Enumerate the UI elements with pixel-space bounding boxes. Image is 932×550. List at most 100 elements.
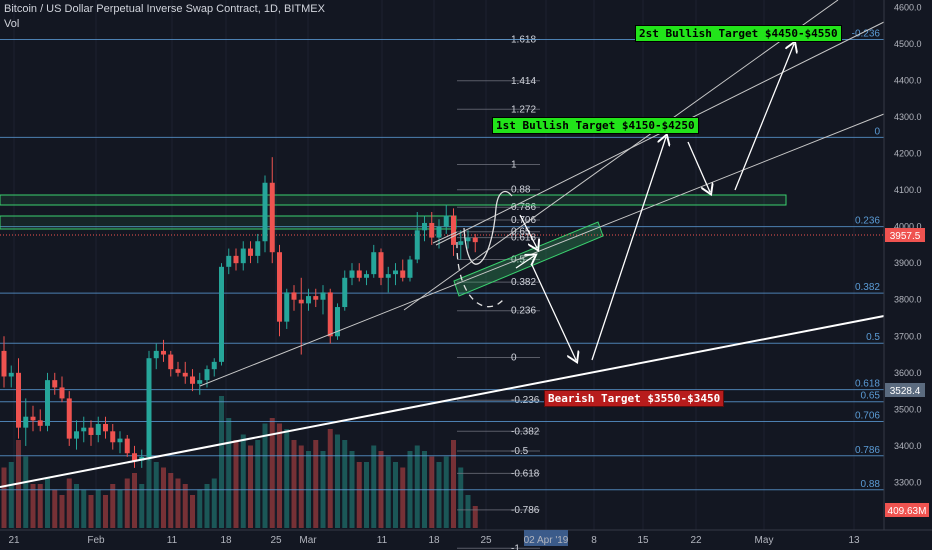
fib-mid-label: 0.382 (511, 277, 536, 288)
volume-bar (364, 462, 369, 528)
fib-level-label: -0.236 (852, 28, 881, 39)
volume-bar (74, 484, 79, 528)
x-tick-label: Feb (87, 535, 105, 546)
green-resistance-zone[interactable] (0, 194, 787, 206)
candle-body (110, 431, 116, 443)
candle-body (465, 237, 471, 242)
volume-bar (161, 467, 166, 528)
fib-mid-label: 0.786 (511, 202, 536, 213)
candle-body (298, 299, 304, 304)
candle-body (161, 350, 166, 355)
secondary-price-label: 3528.4 (885, 383, 925, 397)
candle-body (472, 237, 478, 243)
fib-mid-label: -0.618 (511, 468, 540, 479)
price-axis[interactable]: 3300.0 3400.0 3500.0 3600.0 3700.0 3800.0 3900… (894, 2, 922, 487)
wedge-line[interactable] (432, 231, 458, 244)
x-tick-label: 11 (377, 535, 388, 546)
volume-bar (313, 440, 319, 528)
green-support-zone[interactable] (0, 215, 457, 230)
volume-bar (139, 484, 145, 528)
x-tick-label: Mar (299, 535, 317, 546)
candle-body (414, 230, 420, 260)
crosshair-date-bg (524, 530, 568, 546)
time-axis[interactable]: 21 Feb 11 18 25 Mar 11 18 25 02 Apr '19 8 15 22 May 13 (8, 530, 860, 546)
volume-bar (269, 418, 275, 528)
fib-level-label: 0.236 (855, 216, 880, 227)
chart-title: Bitcoin / US Dollar Perpetual Inverse Sw… (4, 3, 325, 15)
candle-body (8, 372, 14, 377)
candle-body (211, 361, 217, 370)
projection-path (515, 44, 794, 360)
y-tick-label: 3800.0 (894, 295, 922, 305)
bullish-target-1-label[interactable]: 1st Bullish Target $4150-$4250 (492, 117, 699, 134)
volume-bar (451, 440, 456, 528)
candle-body (1, 350, 7, 377)
bearish-target-label[interactable]: Bearish Target $3550-$3450 (544, 390, 725, 407)
candle-body (451, 215, 456, 245)
candle-body (30, 416, 36, 421)
fib-mid-label: -0.382 (511, 426, 540, 437)
fib-mid-label: 0.236 (511, 306, 536, 317)
x-tick-label: 15 (637, 535, 649, 546)
price-candles (1, 157, 478, 468)
candle-body (37, 420, 43, 426)
trendline-lower[interactable] (199, 113, 885, 387)
candle-body (146, 358, 152, 457)
volume-indicator-label: Vol (4, 18, 20, 30)
fib-mid-label: 0 (511, 352, 517, 363)
fib-mid-label: 1 (511, 159, 517, 170)
candle-body (284, 292, 290, 322)
candle-body (190, 376, 195, 384)
fib-mid-label: 0.65 (511, 227, 531, 238)
x-tick-label: 02 Apr '19 (524, 535, 569, 546)
candle-body (255, 241, 261, 256)
y-tick-label: 3700.0 (894, 331, 922, 341)
y-tick-label: 3500.0 (894, 404, 922, 414)
svg-text:409.63M: 409.63M (888, 506, 927, 517)
trendline-steep[interactable] (403, 0, 839, 311)
fib-level-label: 0.786 (855, 445, 880, 456)
fib-mid-label: -0.786 (511, 505, 540, 516)
volume-bar (240, 434, 246, 528)
volume-bar (371, 445, 377, 528)
candle-body (66, 398, 72, 439)
fib-mid-label: 1.272 (511, 104, 536, 115)
candle-body (117, 438, 123, 443)
y-tick-label: 4200.0 (894, 149, 922, 159)
volume-bar (59, 495, 65, 528)
volume-bars (1, 396, 478, 528)
volume-bar (190, 495, 195, 528)
fib-level-label: 0 (874, 126, 880, 137)
volume-bar (1, 467, 7, 528)
volume-bar (458, 467, 464, 528)
y-tick-label: 3300.0 (894, 477, 922, 487)
main-trendline[interactable] (0, 315, 885, 488)
candle-body (248, 248, 253, 256)
volume-bar (37, 484, 43, 528)
volume-bar (335, 434, 340, 528)
bullish-target-2-label[interactable]: 2st Bullish Target $4450-$4550 (635, 25, 842, 42)
x-tick-label: 8 (591, 535, 597, 546)
candle-body (168, 354, 174, 370)
volume-bar (103, 495, 108, 528)
candle-body (429, 222, 435, 238)
volume-bar (30, 484, 36, 528)
candle-body (422, 222, 427, 231)
volume-bar (52, 489, 58, 528)
candle-body (320, 292, 326, 300)
x-tick-label: 18 (428, 535, 440, 546)
volume-bar (327, 429, 333, 528)
candle-body (262, 182, 268, 242)
candle-body (240, 248, 246, 264)
volume-bar (81, 489, 87, 528)
volume-bar (429, 456, 435, 528)
candle-body (52, 380, 58, 388)
volume-bar (385, 456, 391, 528)
volume-bar (414, 445, 420, 528)
candle-body (327, 292, 333, 337)
candle-body (335, 307, 340, 337)
x-tick-label: May (755, 535, 774, 546)
volume-bar (248, 445, 253, 528)
